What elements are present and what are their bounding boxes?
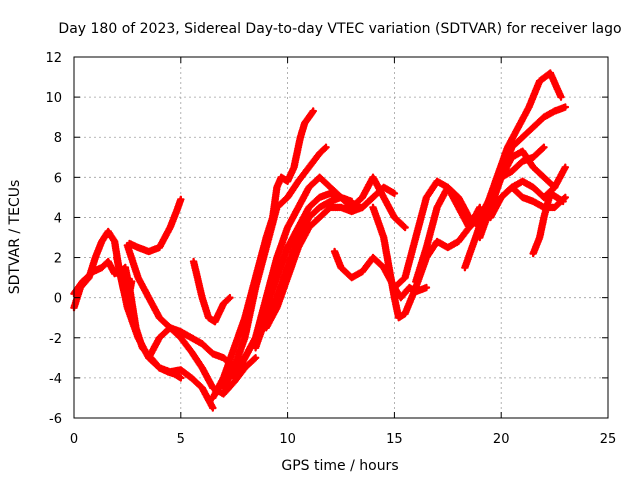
y-tick-label: -6 xyxy=(49,412,62,427)
x-tick-label: 10 xyxy=(279,432,296,447)
series-markers xyxy=(219,143,330,392)
series-markers xyxy=(125,195,185,256)
series-prn-d xyxy=(125,195,185,256)
y-tick-label: 8 xyxy=(54,131,62,146)
y-tick-label: 4 xyxy=(54,211,62,226)
series-prn-t xyxy=(476,103,570,242)
series-markers xyxy=(476,103,570,242)
y-tick-label: 6 xyxy=(54,171,62,186)
y-axis-ticks: -6 -4 -2 0 2 4 6 8 10 12 xyxy=(45,51,608,427)
series-prn-s xyxy=(461,69,565,272)
x-tick-label: 0 xyxy=(70,432,78,447)
x-axis-ticks: 0 5 10 15 20 25 xyxy=(70,57,616,447)
series-markers xyxy=(497,183,570,212)
series-prn-f xyxy=(112,253,217,412)
series-markers xyxy=(262,183,399,332)
x-tick-label: 25 xyxy=(600,432,617,447)
x-tick-label: 5 xyxy=(177,432,185,447)
x-axis-label: GPS time / hours xyxy=(281,458,398,474)
series-markers xyxy=(461,69,565,272)
y-tick-label: 10 xyxy=(45,91,62,106)
plot-frame xyxy=(73,56,609,419)
series-prn-j xyxy=(219,143,330,392)
y-tick-label: 2 xyxy=(54,252,62,267)
x-tick-label: 15 xyxy=(386,432,403,447)
y-tick-label: -2 xyxy=(49,332,62,347)
chart-title: Day 180 of 2023, Sidereal Day-to-day VTE… xyxy=(58,21,621,37)
series-prn-w xyxy=(497,183,570,212)
y-tick-label: -4 xyxy=(49,372,62,387)
series-markers xyxy=(189,257,234,326)
series-prn-n xyxy=(262,183,399,332)
series-prn-h xyxy=(189,257,234,326)
series-markers xyxy=(112,253,217,412)
y-axis-label: SDTVAR / TECUs xyxy=(7,180,23,295)
x-tick-label: 20 xyxy=(493,432,510,447)
y-tick-label: 0 xyxy=(54,292,62,307)
y-tick-label: 12 xyxy=(45,51,62,66)
